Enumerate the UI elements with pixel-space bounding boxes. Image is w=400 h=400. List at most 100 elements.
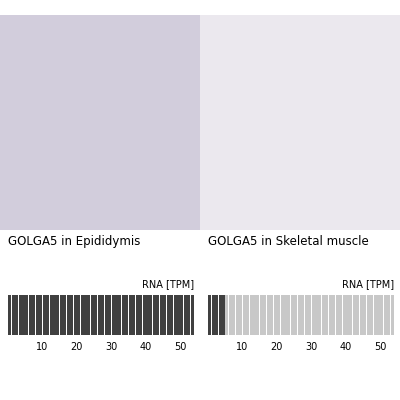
Bar <box>180 294 184 335</box>
Bar <box>267 294 270 335</box>
Bar <box>84 294 87 335</box>
Bar <box>360 294 363 335</box>
Bar <box>380 294 384 335</box>
Bar <box>212 294 215 335</box>
Bar <box>277 294 280 335</box>
Bar <box>263 294 266 335</box>
Bar <box>56 294 60 335</box>
Bar <box>350 294 352 335</box>
Bar <box>308 294 311 335</box>
Text: 30: 30 <box>305 342 318 352</box>
Bar <box>253 294 256 335</box>
Bar <box>243 294 246 335</box>
Bar <box>80 294 84 335</box>
Bar <box>12 294 15 335</box>
Bar <box>305 294 308 335</box>
Bar <box>60 294 63 335</box>
Bar <box>353 294 356 335</box>
Bar <box>377 294 380 335</box>
Bar <box>291 294 294 335</box>
Bar <box>63 294 66 335</box>
Bar <box>67 294 70 335</box>
Bar <box>184 294 187 335</box>
Bar <box>284 294 287 335</box>
Bar <box>108 294 111 335</box>
Bar <box>236 294 239 335</box>
Bar <box>294 294 297 335</box>
Bar <box>391 294 394 335</box>
Bar <box>105 294 108 335</box>
Bar <box>318 294 322 335</box>
Bar <box>132 294 135 335</box>
Bar <box>101 294 104 335</box>
Bar <box>8 294 11 335</box>
Bar <box>315 294 318 335</box>
Bar <box>367 294 370 335</box>
Bar <box>118 294 122 335</box>
Bar <box>208 294 211 335</box>
Bar <box>156 294 159 335</box>
Text: 40: 40 <box>340 342 352 352</box>
Bar <box>274 294 277 335</box>
Text: 20: 20 <box>71 342 83 352</box>
Bar <box>77 294 80 335</box>
Bar <box>46 294 49 335</box>
Bar <box>356 294 359 335</box>
Text: 10: 10 <box>236 342 248 352</box>
Bar <box>88 294 90 335</box>
Bar <box>250 294 252 335</box>
Bar <box>74 294 77 335</box>
Bar <box>22 294 25 335</box>
Bar <box>384 294 387 335</box>
Bar <box>146 294 149 335</box>
Bar <box>288 294 290 335</box>
Bar <box>191 294 194 335</box>
Bar <box>94 294 97 335</box>
Bar <box>298 294 301 335</box>
Text: RNA [TPM]: RNA [TPM] <box>142 280 194 290</box>
Bar <box>32 294 35 335</box>
Bar <box>18 294 22 335</box>
Bar <box>280 294 284 335</box>
Bar <box>346 294 349 335</box>
Bar <box>222 294 225 335</box>
Bar <box>387 294 390 335</box>
Text: 50: 50 <box>174 342 186 352</box>
Bar <box>218 294 222 335</box>
Text: 10: 10 <box>36 342 48 352</box>
Bar <box>115 294 118 335</box>
Bar <box>15 294 18 335</box>
Text: 20: 20 <box>271 342 283 352</box>
Bar <box>260 294 263 335</box>
Bar <box>70 294 73 335</box>
Text: RNA [TPM]: RNA [TPM] <box>342 280 394 290</box>
Bar <box>370 294 373 335</box>
Bar <box>332 294 335 335</box>
Bar <box>329 294 332 335</box>
Bar <box>312 294 314 335</box>
Bar <box>136 294 139 335</box>
Bar <box>325 294 328 335</box>
Bar <box>153 294 156 335</box>
Bar <box>229 294 232 335</box>
Bar <box>363 294 366 335</box>
Bar <box>246 294 249 335</box>
Bar <box>43 294 46 335</box>
Bar <box>142 294 146 335</box>
Bar <box>36 294 39 335</box>
Text: GOLGA5 in Skeletal muscle: GOLGA5 in Skeletal muscle <box>208 235 369 248</box>
Bar <box>270 294 273 335</box>
Text: 30: 30 <box>105 342 118 352</box>
Bar <box>177 294 180 335</box>
Bar <box>301 294 304 335</box>
Bar <box>339 294 342 335</box>
Bar <box>256 294 260 335</box>
Text: GOLGA5 in Epididymis: GOLGA5 in Epididymis <box>8 235 140 248</box>
Bar <box>374 294 376 335</box>
Bar <box>29 294 32 335</box>
Bar <box>174 294 176 335</box>
Bar <box>239 294 242 335</box>
Bar <box>112 294 114 335</box>
Text: 50: 50 <box>374 342 386 352</box>
Bar <box>342 294 346 335</box>
